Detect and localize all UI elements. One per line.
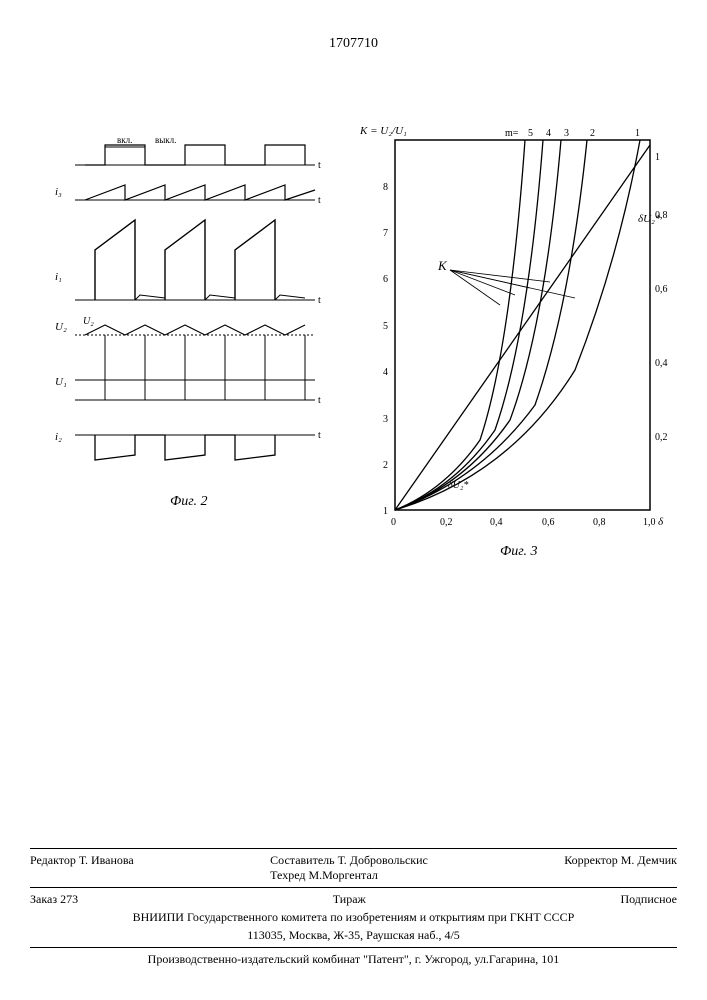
svg-text:U₁: U₁ [55, 376, 67, 388]
svg-text:0,6: 0,6 [542, 517, 555, 528]
svg-text:1: 1 [635, 128, 640, 139]
svg-text:δU₂*: δU₂* [638, 213, 661, 225]
svg-text:δU₂*: δU₂* [448, 480, 468, 491]
svg-text:1: 1 [383, 506, 388, 517]
podpis: Подписное [620, 892, 677, 907]
svg-text:K: K [437, 258, 448, 273]
svg-text:Фиг. 2: Фиг. 2 [170, 494, 208, 509]
page-number: 1707710 [329, 36, 378, 52]
svg-text:t: t [318, 295, 321, 306]
svg-text:0,4: 0,4 [655, 358, 668, 369]
figures-svg: вкл. выкл. t i₃ t i₁ t U₂ U₂ [40, 100, 670, 620]
svg-text:t: t [318, 395, 321, 406]
publisher: Производственно-издательский комбинат "П… [30, 952, 677, 967]
address: 113035, Москва, Ж-35, Раушская наб., 4/5 [30, 928, 677, 943]
svg-text:Фиг. 3: Фиг. 3 [500, 544, 538, 559]
svg-text:6: 6 [383, 274, 388, 285]
svg-text:0: 0 [391, 517, 396, 528]
svg-text:0,4: 0,4 [490, 517, 503, 528]
footer: Редактор Т. Иванова Составитель Т. Добро… [30, 844, 677, 970]
svg-text:i₁: i₁ [55, 271, 62, 283]
svg-text:i₂: i₂ [55, 431, 62, 443]
svg-text:t: t [318, 195, 321, 206]
svg-text:0,8: 0,8 [593, 517, 606, 528]
corrector: Корректор М. Демчик [564, 853, 677, 883]
svg-text:t: t [318, 160, 321, 171]
svg-text:0,6: 0,6 [655, 284, 668, 295]
svg-text:1: 1 [655, 152, 660, 163]
svg-text:5: 5 [383, 321, 388, 332]
fig3: 1 2 3 4 5 6 7 8 0 0,2 0,4 0,6 0,8 1,0 0,… [359, 125, 668, 559]
fig2: вкл. выкл. t i₃ t i₁ t U₂ U₂ [55, 135, 321, 509]
svg-text:3: 3 [383, 414, 388, 425]
tirazh: Тираж [333, 892, 366, 907]
svg-text:7: 7 [383, 228, 388, 239]
svg-text:m=: m= [505, 128, 519, 139]
compiler: Составитель Т. Добровольскис Техред М.Мо… [270, 853, 428, 883]
svg-text:0,2: 0,2 [655, 432, 668, 443]
org: ВНИИПИ Государственного комитета по изоб… [30, 910, 677, 925]
svg-text:t: t [318, 430, 321, 441]
editor: Редактор Т. Иванова [30, 853, 134, 883]
figures-block: вкл. выкл. t i₃ t i₁ t U₂ U₂ [40, 100, 670, 620]
svg-text:0,2: 0,2 [440, 517, 453, 528]
svg-text:5: 5 [528, 128, 533, 139]
svg-text:δ: δ [658, 516, 664, 528]
svg-text:K = U₂/U₁: K = U₂/U₁ [359, 125, 407, 137]
svg-text:выкл.: выкл. [155, 135, 176, 145]
svg-text:2: 2 [590, 128, 595, 139]
svg-text:3: 3 [564, 128, 569, 139]
svg-text:U₂: U₂ [83, 316, 94, 327]
svg-text:8: 8 [383, 182, 388, 193]
svg-text:U₂: U₂ [55, 321, 67, 333]
svg-text:i₃: i₃ [55, 186, 62, 198]
svg-text:4: 4 [546, 128, 551, 139]
order: Заказ 273 [30, 892, 78, 907]
svg-text:2: 2 [383, 460, 388, 471]
svg-text:1,0: 1,0 [643, 517, 656, 528]
svg-text:4: 4 [383, 367, 388, 378]
svg-text:вкл.: вкл. [117, 135, 132, 145]
